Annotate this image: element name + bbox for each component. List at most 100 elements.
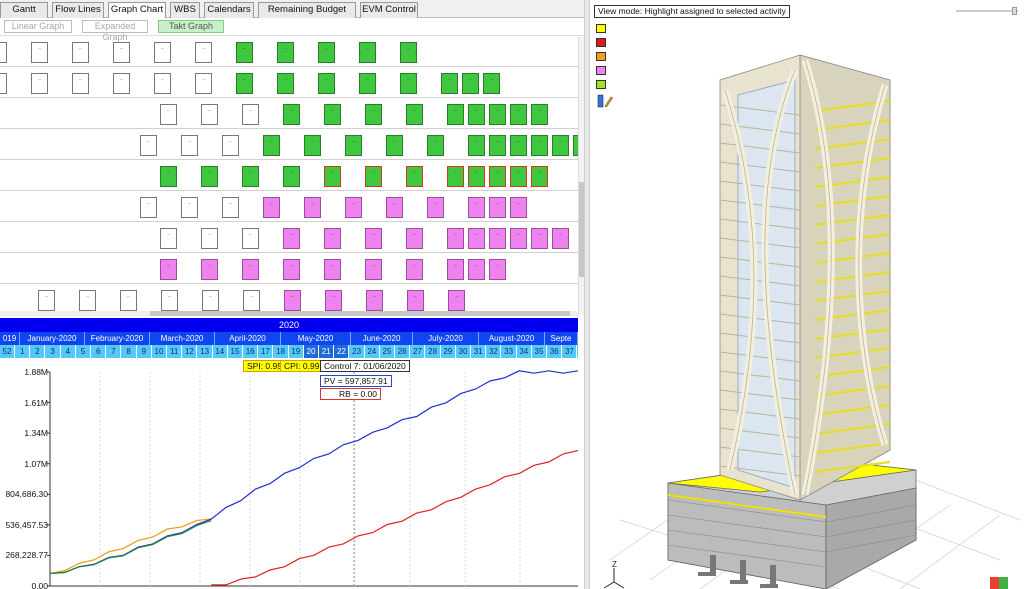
takt-activity-box[interactable]: —	[243, 290, 260, 311]
takt-activity-box[interactable]: —	[154, 73, 171, 94]
takt-activity-box[interactable]: —	[531, 228, 548, 249]
takt-activity-box[interactable]: —	[154, 42, 171, 63]
takt-activity-box[interactable]: —	[510, 197, 527, 218]
takt-activity-box[interactable]: —	[201, 104, 218, 125]
edit-color-icon[interactable]	[596, 93, 614, 109]
takt-activity-box[interactable]: —	[406, 166, 423, 187]
takt-activity-box[interactable]: —	[72, 42, 89, 63]
takt-activity-box[interactable]: —	[462, 73, 479, 94]
takt-activity-box[interactable]: —	[468, 166, 485, 187]
takt-activity-box[interactable]: —	[489, 166, 506, 187]
takt-activity-box[interactable]: —	[283, 228, 300, 249]
takt-activity-box[interactable]: —	[113, 73, 130, 94]
takt-activity-box[interactable]: —	[531, 166, 548, 187]
takt-activity-box[interactable]: —	[161, 290, 178, 311]
horizontal-scrollbar[interactable]	[0, 311, 578, 316]
takt-activity-box[interactable]: —	[531, 104, 548, 125]
legend-swatch[interactable]	[596, 38, 606, 47]
takt-activity-box[interactable]: —	[510, 135, 527, 156]
legend-swatch[interactable]	[596, 24, 606, 33]
takt-activity-box[interactable]: —	[31, 73, 48, 94]
takt-activity-box[interactable]: —	[468, 104, 485, 125]
legend-swatch[interactable]	[596, 66, 606, 75]
takt-activity-box[interactable]: —	[510, 166, 527, 187]
takt-activity-box[interactable]: —	[427, 197, 444, 218]
takt-activity-box[interactable]: —	[359, 42, 376, 63]
takt-activity-box[interactable]: —	[242, 166, 259, 187]
takt-activity-box[interactable]: —	[283, 166, 300, 187]
takt-activity-box[interactable]: —	[195, 73, 212, 94]
pane-splitter[interactable]	[584, 0, 590, 589]
takt-activity-box[interactable]: —	[325, 290, 342, 311]
takt-activity-box[interactable]: —	[120, 290, 137, 311]
takt-activity-box[interactable]: —	[201, 259, 218, 280]
takt-activity-box[interactable]: —	[140, 197, 157, 218]
tab-graph-chart[interactable]: Graph Chart	[108, 2, 166, 19]
takt-activity-box[interactable]: —	[400, 42, 417, 63]
legend-swatch[interactable]	[596, 80, 606, 89]
takt-activity-box[interactable]: —	[242, 104, 259, 125]
takt-activity-box[interactable]: —	[0, 73, 7, 94]
takt-graph-button[interactable]: Takt Graph	[158, 20, 224, 33]
takt-activity-box[interactable]: —	[263, 197, 280, 218]
takt-activity-box[interactable]: —	[318, 42, 335, 63]
takt-activity-box[interactable]: —	[552, 135, 569, 156]
tab-evm-control[interactable]: EVM Control	[360, 2, 418, 18]
takt-activity-box[interactable]: —	[242, 259, 259, 280]
takt-activity-box[interactable]: —	[160, 228, 177, 249]
view-cube-icon[interactable]	[990, 577, 1008, 589]
takt-activity-box[interactable]: —	[140, 135, 157, 156]
takt-activity-box[interactable]: —	[0, 42, 7, 63]
takt-activity-box[interactable]: —	[407, 290, 424, 311]
3d-viewer[interactable]: View mode: Highlight assigned to selecte…	[590, 0, 1024, 589]
takt-activity-box[interactable]: —	[489, 197, 506, 218]
takt-activity-box[interactable]: —	[181, 197, 198, 218]
takt-activity-box[interactable]: —	[406, 259, 423, 280]
takt-activity-box[interactable]: —	[324, 228, 341, 249]
takt-activity-box[interactable]: —	[552, 228, 569, 249]
takt-activity-box[interactable]: —	[448, 290, 465, 311]
takt-activity-box[interactable]: —	[31, 42, 48, 63]
takt-activity-box[interactable]: —	[277, 73, 294, 94]
takt-activity-box[interactable]: —	[201, 228, 218, 249]
takt-activity-box[interactable]: —	[263, 135, 280, 156]
takt-activity-box[interactable]: —	[365, 166, 382, 187]
takt-activity-box[interactable]: —	[284, 290, 301, 311]
takt-activity-box[interactable]: —	[573, 135, 578, 156]
takt-activity-box[interactable]: —	[359, 73, 376, 94]
takt-activity-box[interactable]: —	[427, 135, 444, 156]
expanded-graph-button[interactable]: Expanded Graph	[82, 20, 148, 42]
tab-wbs[interactable]: WBS	[170, 2, 200, 18]
takt-activity-box[interactable]: —	[441, 73, 458, 94]
takt-activity-box[interactable]: —	[400, 73, 417, 94]
takt-activity-box[interactable]: —	[202, 290, 219, 311]
takt-activity-box[interactable]: —	[277, 42, 294, 63]
takt-activity-box[interactable]: —	[304, 135, 321, 156]
takt-activity-box[interactable]: —	[345, 135, 362, 156]
tab-remaining-budget[interactable]: Remaining Budget (ETC)	[258, 2, 356, 29]
vertical-scroll-thumb[interactable]	[579, 182, 584, 277]
takt-activity-box[interactable]: —	[324, 104, 341, 125]
vertical-scrollbar[interactable]	[578, 37, 584, 315]
takt-activity-box[interactable]: —	[386, 135, 403, 156]
takt-activity-box[interactable]: —	[366, 290, 383, 311]
takt-activity-box[interactable]: —	[386, 197, 403, 218]
takt-activity-box[interactable]: —	[468, 197, 485, 218]
takt-activity-box[interactable]: —	[489, 259, 506, 280]
takt-activity-box[interactable]: —	[447, 104, 464, 125]
takt-activity-box[interactable]: —	[318, 73, 335, 94]
takt-activity-box[interactable]: —	[324, 166, 341, 187]
takt-activity-box[interactable]: —	[510, 228, 527, 249]
takt-activity-box[interactable]: —	[406, 104, 423, 125]
takt-activity-box[interactable]: —	[489, 228, 506, 249]
takt-activity-box[interactable]: —	[489, 104, 506, 125]
takt-activity-box[interactable]: —	[160, 259, 177, 280]
transparency-slider[interactable]	[956, 7, 1018, 15]
takt-activity-box[interactable]: —	[365, 104, 382, 125]
takt-activity-box[interactable]: —	[222, 197, 239, 218]
takt-activity-box[interactable]: —	[113, 42, 130, 63]
takt-activity-box[interactable]: —	[447, 259, 464, 280]
takt-activity-box[interactable]: —	[447, 166, 464, 187]
legend-swatch[interactable]	[596, 52, 606, 61]
takt-activity-box[interactable]: —	[304, 197, 321, 218]
